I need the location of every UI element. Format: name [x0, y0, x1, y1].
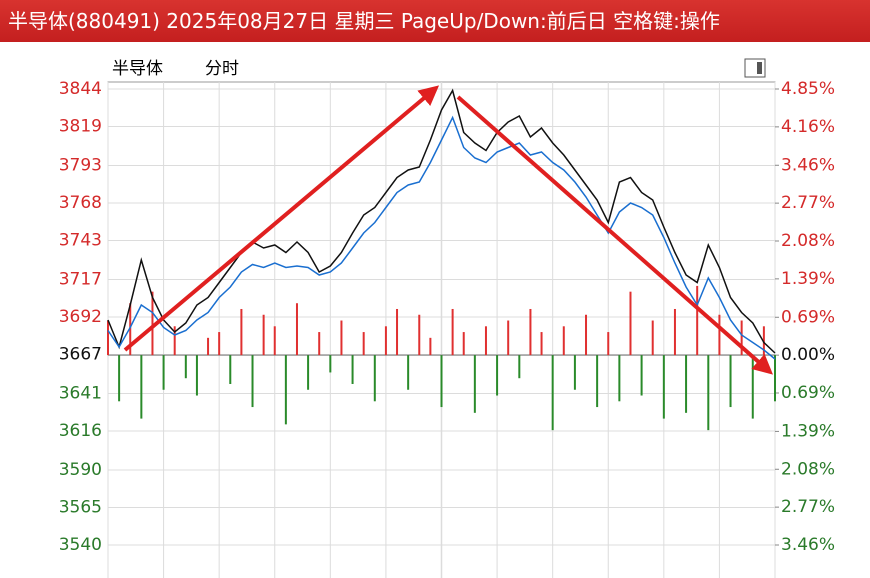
indicator-bar — [651, 320, 654, 356]
indicator-bar — [607, 332, 610, 356]
y-tick-label: 3717 — [59, 270, 102, 290]
indicator-bar — [118, 355, 121, 402]
indicator-bar — [173, 326, 176, 356]
y2-tick-label: 2.08% — [781, 459, 835, 479]
y-tick-label: 3692 — [59, 307, 102, 327]
indicator-bar — [362, 332, 365, 356]
y2-tick-label: 1.39% — [781, 269, 835, 289]
y-tick-label: 3590 — [59, 460, 102, 480]
indicator-bar — [762, 326, 765, 356]
indicator-bar — [640, 355, 643, 396]
indicator-bar — [685, 355, 688, 413]
indicator-bar — [307, 355, 310, 390]
y2-tick-label: 0.00% — [781, 345, 835, 365]
y-tick-label: 3641 — [59, 384, 102, 404]
y2-tick-label: 2.77% — [781, 497, 835, 517]
indicator-bar — [507, 320, 510, 356]
panel-icon[interactable] — [744, 58, 766, 78]
indicator-bar — [384, 326, 387, 356]
indicator-bar — [151, 291, 154, 356]
panel-icon-bar — [757, 62, 762, 74]
chart: 半导体 分时 3844 3819 3793 3768 3743 3717 3692 3667 3… — [59, 58, 835, 578]
indicator-bar — [229, 355, 232, 384]
indicator-bar — [585, 314, 588, 356]
price-line — [107, 88, 776, 354]
period-label: 分时 — [205, 59, 239, 79]
indicator-bar — [429, 337, 432, 356]
indicator-bar — [462, 332, 465, 356]
indicator-bar — [440, 355, 443, 408]
indicator-bar — [184, 355, 187, 379]
indicator-bar — [273, 326, 276, 356]
y2-tick-label: 4.85% — [781, 79, 835, 99]
y-tick-label: 3667 — [59, 345, 102, 365]
y2-tick-label: 0.69% — [781, 307, 835, 327]
y-tick-label: 3540 — [59, 535, 102, 555]
y2-tick-label: 0.69% — [781, 383, 835, 403]
indicator-bar — [707, 355, 710, 431]
header-title: 半导体(880491) 2025年08月27日 星期三 PageUp/Down:… — [0, 0, 870, 42]
indicator-bar — [551, 355, 554, 431]
y2-tick-label: 2.77% — [781, 193, 835, 213]
y-tick-label: 3743 — [59, 231, 102, 251]
indicator-bar — [340, 320, 343, 356]
indicator-bar — [496, 355, 499, 396]
price-line — [107, 115, 776, 360]
indicator-bar — [329, 355, 332, 373]
indicator-bar — [318, 332, 321, 356]
indicator-bar — [107, 320, 109, 356]
indicator-bar — [562, 326, 565, 356]
indicator-bar — [373, 355, 376, 402]
y-tick-label: 3793 — [59, 156, 102, 176]
indicator-bar — [351, 355, 354, 384]
indicator-bar — [396, 308, 399, 356]
indicator-bar — [207, 337, 210, 356]
indicator-bar — [484, 326, 487, 356]
y-tick-label: 3844 — [59, 79, 102, 99]
indicator-bar — [418, 314, 421, 356]
y2-tick-label: 2.08% — [781, 231, 835, 251]
indicator-bar — [162, 355, 165, 390]
indicator-bar — [540, 332, 543, 356]
indicator-bar — [696, 285, 699, 356]
indicator-bar — [729, 355, 732, 408]
indicator-bar — [673, 308, 676, 356]
indicator-bar — [451, 308, 454, 356]
indicator-bar — [596, 355, 599, 408]
indicator-bar — [295, 303, 298, 356]
indicator-bar — [407, 355, 410, 390]
arrow-up — [123, 85, 440, 352]
y2-tick-label: 4.16% — [781, 117, 835, 137]
indicator-bar — [473, 355, 476, 413]
indicator-bar — [718, 314, 721, 356]
y2-tick-label: 3.46% — [781, 535, 835, 555]
indicator-bar — [618, 355, 621, 402]
y-tick-label: 3565 — [59, 498, 102, 518]
indicator-bar — [740, 320, 743, 356]
indicator-bar — [251, 355, 254, 408]
indicator-bar — [140, 355, 143, 419]
indicator-bar — [195, 355, 198, 396]
indicator-bar — [774, 355, 776, 402]
indicator-bar — [629, 291, 632, 356]
indicator-bar — [518, 355, 521, 379]
indicator-bar — [284, 355, 287, 425]
indicator-bar — [573, 355, 576, 390]
indicator-bar — [751, 355, 754, 419]
y-tick-label: 3616 — [59, 421, 102, 441]
indicator-bar — [529, 308, 532, 356]
y-tick-label: 3819 — [59, 117, 102, 137]
y2-tick-label: 3.46% — [781, 155, 835, 175]
indicator-bar — [262, 314, 265, 356]
y2-tick-label: 1.39% — [781, 421, 835, 441]
y-tick-label: 3768 — [59, 193, 102, 213]
indicator-bar — [662, 355, 665, 419]
indicator-bar — [240, 308, 243, 356]
indicator-bar — [129, 303, 132, 356]
arrow-down — [456, 95, 774, 375]
chart-subtitle: 半导体 — [112, 59, 163, 79]
indicator-bar — [218, 332, 221, 356]
